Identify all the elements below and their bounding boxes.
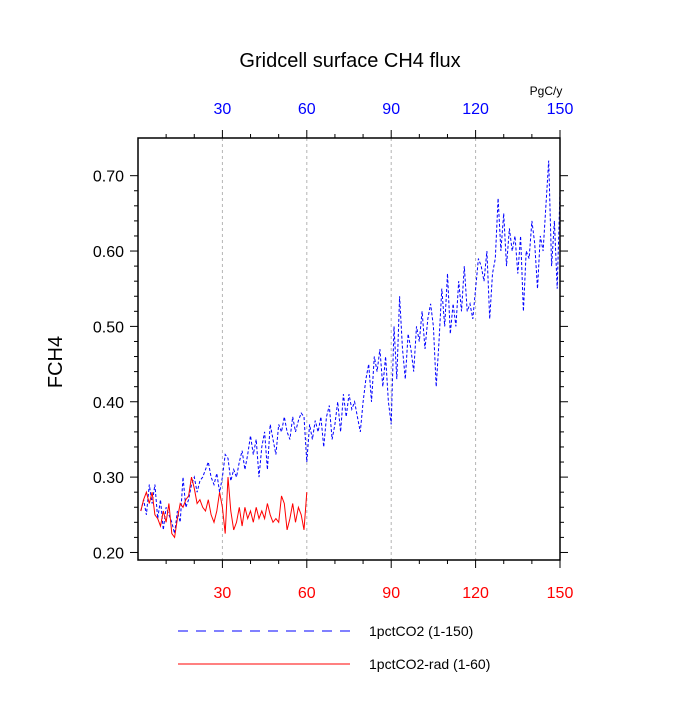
y-tick-label: 0.20 xyxy=(93,545,124,562)
legend: 1pctCO2 (1-150) 1pctCO2-rad (1-60) xyxy=(178,623,490,672)
x-tick-label-bottom: 120 xyxy=(462,585,489,602)
series-line-blue xyxy=(140,160,561,534)
x-tick-label-bottom: 90 xyxy=(382,585,400,602)
y-axis-label: FCH4 xyxy=(45,336,67,388)
x-tick-label-top: 120 xyxy=(462,101,489,118)
x-tick-label-top: 60 xyxy=(298,101,316,118)
x-tick-label-top: 90 xyxy=(382,101,400,118)
legend-label-blue: 1pctCO2 (1-150) xyxy=(369,623,473,639)
y-tick-label: 0.30 xyxy=(93,470,124,487)
top-axis-unit: PgC/y xyxy=(530,84,563,98)
axes: 0.20 0.30 0.40 0.50 0.60 0.70 30 30 60 60 90 90 120 1… xyxy=(93,101,574,602)
gridlines xyxy=(221,138,477,560)
series-layer xyxy=(140,160,561,539)
y-tick-label: 0.70 xyxy=(93,169,124,186)
y-tick-label: 0.50 xyxy=(93,319,124,336)
x-tick-label-bottom: 30 xyxy=(214,585,232,602)
plot-frame xyxy=(137,137,561,561)
x-tick-label-bottom: 150 xyxy=(547,585,574,602)
y-tick-label: 0.60 xyxy=(93,244,124,261)
y-tick-label: 0.40 xyxy=(93,395,124,412)
legend-label-red: 1pctCO2-rad (1-60) xyxy=(369,656,490,672)
chart-title: Gridcell surface CH4 flux xyxy=(239,50,460,72)
series-line-red xyxy=(140,476,308,539)
x-tick-label-top: 30 xyxy=(214,101,232,118)
x-tick-label-top: 150 xyxy=(547,101,574,118)
x-tick-label-bottom: 60 xyxy=(298,585,316,602)
